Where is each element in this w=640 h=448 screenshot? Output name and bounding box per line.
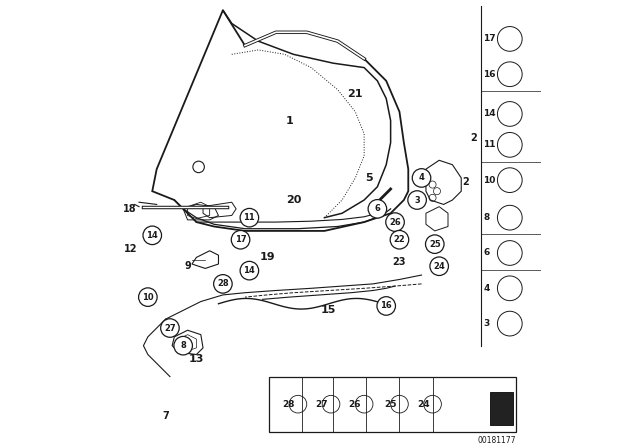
Text: 5: 5: [365, 173, 372, 183]
Text: 8: 8: [180, 341, 186, 350]
Text: 10: 10: [142, 293, 154, 302]
Text: 00181177: 00181177: [477, 436, 516, 445]
Text: 27: 27: [164, 323, 176, 332]
Circle shape: [231, 230, 250, 249]
Circle shape: [161, 319, 179, 337]
Text: 14: 14: [483, 109, 496, 118]
Text: 15: 15: [321, 306, 337, 315]
Text: 3: 3: [483, 319, 490, 328]
Circle shape: [408, 191, 426, 209]
Text: 6: 6: [483, 249, 490, 258]
Circle shape: [368, 199, 387, 218]
Text: 8: 8: [483, 213, 490, 222]
Text: 25: 25: [429, 240, 440, 249]
Text: 27: 27: [316, 400, 328, 409]
Text: 11: 11: [483, 140, 496, 149]
Text: 17: 17: [235, 235, 246, 244]
Text: 1: 1: [285, 116, 293, 125]
Circle shape: [240, 208, 259, 227]
Text: 4: 4: [419, 173, 424, 182]
Text: 4: 4: [483, 284, 490, 293]
Text: 26: 26: [389, 218, 401, 227]
Text: 3: 3: [414, 195, 420, 205]
Circle shape: [430, 257, 449, 276]
FancyBboxPatch shape: [490, 392, 513, 425]
Circle shape: [214, 275, 232, 293]
Text: 19: 19: [259, 252, 275, 263]
Circle shape: [386, 213, 404, 231]
Circle shape: [143, 226, 161, 245]
Circle shape: [412, 169, 431, 187]
Circle shape: [390, 230, 409, 249]
Text: 24: 24: [417, 400, 429, 409]
Text: 23: 23: [393, 257, 406, 267]
Text: 11: 11: [243, 213, 255, 222]
Text: 2: 2: [462, 177, 469, 187]
Text: 7: 7: [162, 411, 169, 421]
Text: 12: 12: [124, 244, 137, 254]
Circle shape: [240, 261, 259, 280]
Text: 14: 14: [147, 231, 158, 240]
Text: 2: 2: [470, 133, 477, 143]
Text: 25: 25: [384, 400, 397, 409]
Text: 18: 18: [124, 204, 137, 214]
Text: 21: 21: [348, 89, 363, 99]
Text: 20: 20: [286, 195, 301, 205]
Circle shape: [174, 336, 193, 355]
Text: 22: 22: [394, 235, 405, 244]
Text: 6: 6: [374, 204, 380, 213]
Text: 24: 24: [433, 262, 445, 271]
Text: 10: 10: [483, 176, 496, 185]
Text: 16: 16: [483, 70, 496, 79]
Text: 13: 13: [189, 354, 204, 364]
Circle shape: [377, 297, 396, 315]
Circle shape: [426, 235, 444, 254]
Text: 16: 16: [380, 302, 392, 310]
Circle shape: [139, 288, 157, 306]
Text: 14: 14: [243, 266, 255, 275]
Text: 26: 26: [349, 400, 361, 409]
Text: 17: 17: [483, 34, 496, 43]
Text: 28: 28: [217, 280, 228, 289]
Text: 9: 9: [184, 261, 191, 271]
Text: 28: 28: [282, 400, 295, 409]
